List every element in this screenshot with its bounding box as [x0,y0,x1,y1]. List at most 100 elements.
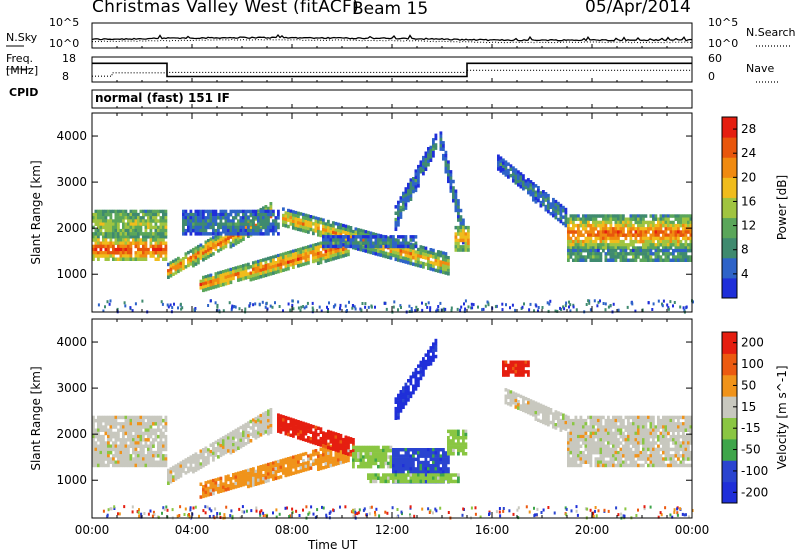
heatmap-cell [464,436,468,440]
heatmap-cell [222,242,225,247]
heatmap-cell [199,495,203,499]
heatmap-cell [219,212,223,217]
heatmap-cell [219,277,223,281]
heatmap-cell [262,422,265,426]
heatmap-cell [254,223,258,228]
heatmap-cell [154,219,158,223]
heatmap-cell [132,415,135,420]
heatmap-cell [262,209,265,214]
heatmap-cell [104,441,108,445]
heatmap-cell [114,431,118,436]
heatmap-cell [152,418,155,423]
heatmap-cell [202,275,205,280]
heatmap-cell [247,228,250,233]
heatmap-cell [569,252,573,256]
heatmap-cell [227,236,230,241]
heatmap-cell [149,216,153,220]
heatmap-cell [422,245,425,250]
heatmap-cell [417,470,420,474]
heatmap-cell [209,219,213,223]
heatmap-cell [199,455,203,460]
heatmap-cell [499,169,503,173]
heatmap-scatter [264,305,267,309]
heatmap-cell [374,232,378,237]
heatmap-cell [454,432,458,437]
heatmap-cell [574,460,578,464]
heatmap-cell [347,436,350,440]
heatmap-cell [152,216,155,220]
heatmap-cell [219,241,223,245]
heatmap-cell [324,241,328,245]
heatmap-cell [532,194,535,199]
heatmap-cell [382,244,385,248]
heatmap-cell [554,423,558,427]
heatmap-cell [584,243,588,247]
heatmap-cell [209,240,213,245]
heatmap-cell [169,270,173,275]
heatmap-cell [162,209,165,214]
heatmap-cell [167,269,170,273]
heatmap-cell [544,409,548,413]
heatmap-cell [244,216,248,220]
heatmap-cell [317,451,320,455]
heatmap-cell [144,222,148,226]
heatmap-cell [569,438,573,442]
heatmap-cell [297,460,300,464]
heatmap-cell [432,464,435,468]
heatmap-cell [229,441,233,445]
heatmap-cell [664,255,668,259]
heatmap-cell [609,227,613,231]
heatmap-cell [199,212,203,217]
heatmap-cell [112,431,115,436]
heatmap-cell [272,209,275,214]
heatmap-scatter [106,300,109,304]
heatmap-cell [309,227,313,232]
heatmap-cell [507,363,510,368]
heatmap-cell [427,448,430,452]
heatmap-cell [149,457,153,461]
heatmap-cell [599,239,603,244]
heatmap-cell [202,225,205,230]
heatmap-cell [622,243,625,247]
heatmap-cell [342,227,345,231]
heatmap-cell [397,235,400,239]
heatmap-cell [122,212,125,217]
heatmap-cell [132,418,135,423]
heatmap-cell [217,216,220,220]
heatmap-cell [237,265,240,270]
heatmap-cell [132,460,135,464]
heatmap-cell [392,451,395,455]
heatmap-cell [647,223,650,228]
heatmap-cell [304,258,308,263]
heatmap-cell [334,246,338,251]
heatmap-cell [267,228,270,233]
heatmap-cell [119,415,123,420]
heatmap-cell [394,205,398,209]
heatmap-cell [339,226,343,230]
heatmap-cell [572,258,575,262]
heatmap-cell [157,444,160,448]
heatmap-cell [584,223,588,228]
heatmap-cell [164,241,168,245]
heatmap-cell [362,245,365,249]
heatmap-cell [197,212,200,217]
heatmap-cell [147,222,150,226]
heatmap-cell [437,460,440,465]
heatmap-cell [284,264,288,268]
heatmap-cell [434,354,438,359]
heatmap-cell [197,260,200,265]
heatmap-cell [97,212,100,217]
heatmap-cell [114,444,118,448]
heatmap-scatter [415,305,418,309]
heatmap-cell [292,461,295,466]
heatmap-cell [292,455,295,459]
heatmap-cell [254,436,258,440]
heatmap-cell [384,448,388,453]
heatmap-cell [337,241,340,245]
heatmap-cell [439,460,443,465]
heatmap-cell [239,219,243,223]
heatmap-cell [619,246,623,250]
heatmap-cell [94,254,98,258]
heatmap-cell [529,405,533,410]
heatmap-cell [207,283,210,288]
